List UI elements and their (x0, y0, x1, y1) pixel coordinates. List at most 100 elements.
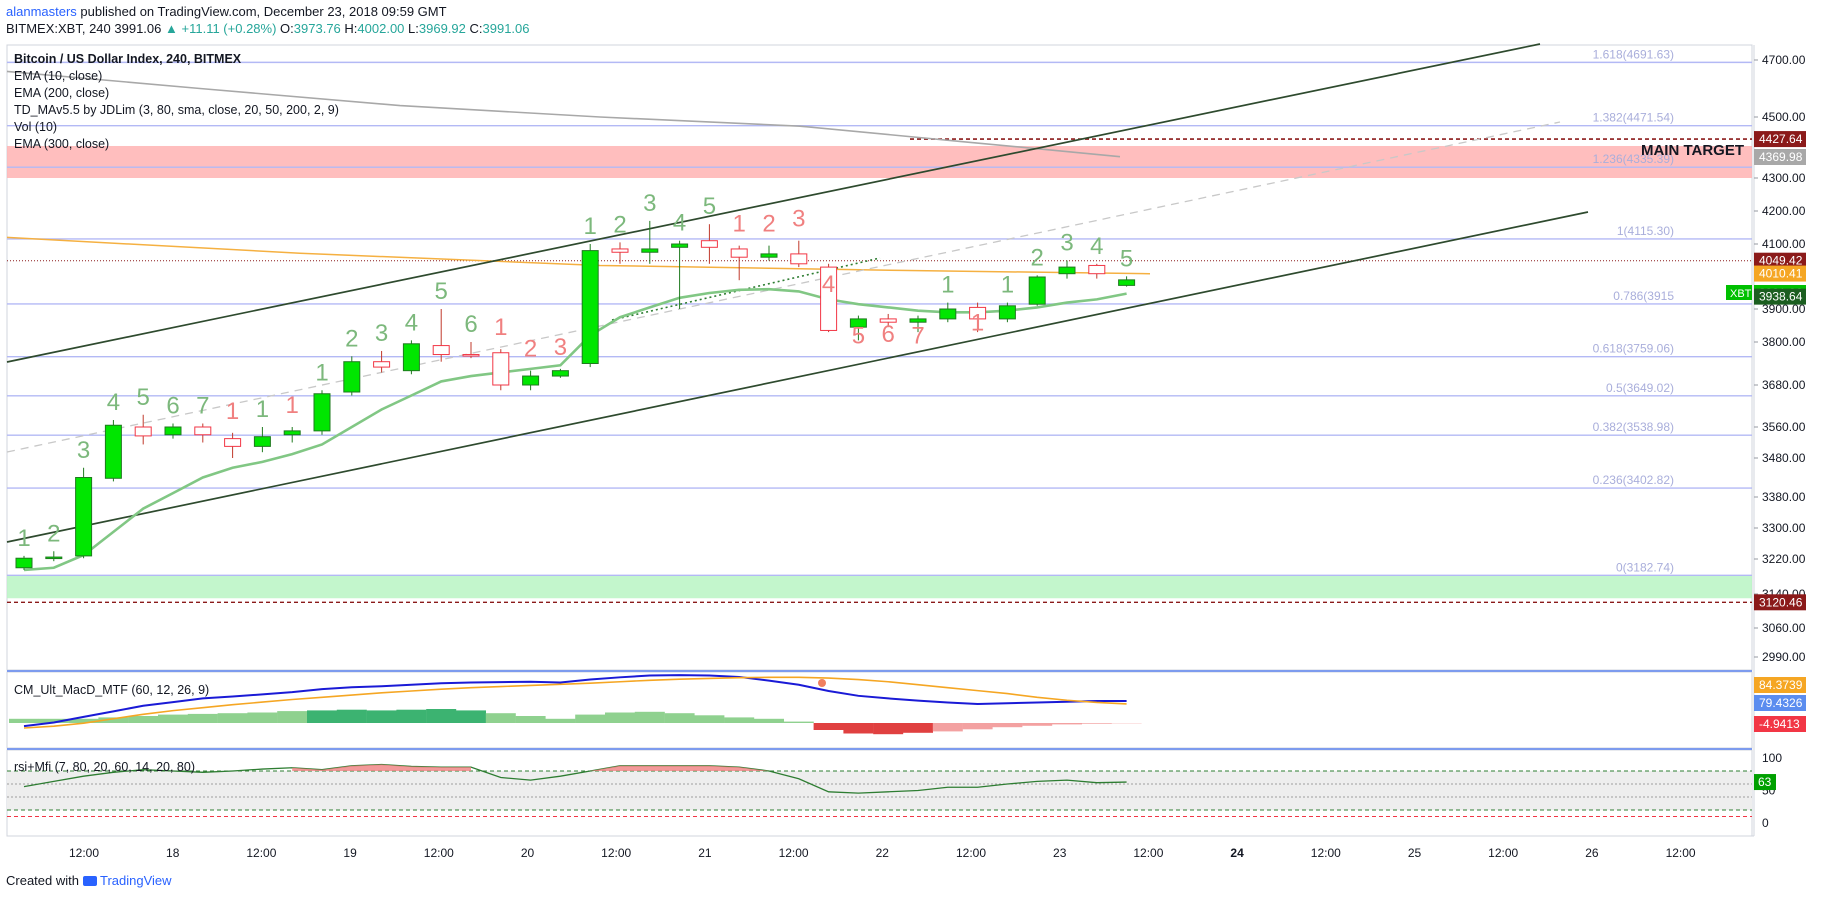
time-tick-label: 12:00 (1311, 846, 1341, 860)
macd-histogram (9, 709, 1142, 735)
price-tick-label: 3060.00 (1762, 621, 1806, 635)
macd-bar (277, 711, 308, 723)
macd-bar (1052, 723, 1082, 725)
price-tag: 4427.64 (1754, 131, 1806, 148)
time-tick-label: 12:00 (601, 846, 631, 860)
macd-bar (98, 717, 129, 723)
td-count-up: 1 (1001, 272, 1014, 299)
macd-bar (962, 723, 993, 730)
candle (790, 240, 808, 268)
ohlc-o-label: O: (280, 21, 294, 36)
td-count-up: 4 (1090, 233, 1103, 260)
ohlc-c: 3991.06 (482, 21, 530, 36)
price-tag-bg (1754, 265, 1806, 282)
candle (343, 356, 361, 396)
time-tick-label: 20 (521, 846, 535, 860)
candle-body (343, 361, 361, 393)
macd-bar (38, 718, 69, 723)
time-tick-label: 12:00 (1666, 846, 1696, 860)
macd-tag-bg (1754, 716, 1806, 732)
td-count-down: 7 (911, 323, 924, 350)
candle-body (313, 393, 331, 432)
candle-body (611, 248, 629, 253)
fib-label: 0.236(3402.82) (1593, 473, 1674, 487)
rsi-tick-label: 0 (1762, 816, 1769, 830)
time-axis: 12:00 18 12:00 19 12:00 20 12:00 21 12:00 22 12:00… (69, 846, 1696, 860)
legend-title: Bitcoin / US Dollar Index, 240, BITMEX (14, 52, 242, 66)
macd-bar (187, 713, 218, 723)
author-link[interactable]: alanmasters (6, 4, 77, 19)
macd-bar (873, 723, 904, 735)
candle-body (75, 477, 93, 557)
time-tick-label: 12:00 (69, 846, 99, 860)
price-tick-label: 4100.00 (1762, 237, 1806, 251)
publish-info: alanmasters published on TradingView.com… (6, 4, 447, 20)
price-tick-label: 3680.00 (1762, 378, 1806, 392)
time-tick-label: 12:00 (1488, 846, 1518, 860)
rsi-tag-label: 63 (1758, 775, 1772, 789)
td-count-up: 1 (17, 525, 30, 552)
tradingview-link[interactable]: TradingView (99, 873, 172, 888)
legend-ema10[interactable]: EMA (10, close) (14, 69, 103, 83)
legend-td[interactable]: TD_MAv5.5 by JDLim (3, 80, sma, close, 2… (14, 103, 339, 117)
rsi-tick-label: 100 (1762, 751, 1782, 765)
price-tag-bg (1754, 131, 1806, 148)
candle-body (760, 253, 778, 258)
td-count-down: 1 (226, 398, 239, 425)
signal-line (23, 676, 1127, 729)
macd-bar (664, 713, 695, 723)
candle (432, 309, 450, 362)
candle (641, 220, 659, 264)
macd-bar (992, 723, 1023, 728)
candles (15, 220, 1136, 570)
candle (194, 423, 212, 443)
time-tick-label: 12:00 (1133, 846, 1163, 860)
td-count-down: 1 (971, 310, 984, 337)
macd-bar (932, 723, 963, 732)
candle (700, 224, 718, 264)
td-count-up: 5 (137, 384, 150, 411)
candle-body (849, 318, 867, 328)
candle (104, 420, 122, 482)
legend-vol[interactable]: Vol (10) (14, 120, 58, 134)
rsi-tag-bg (1754, 774, 1776, 791)
candle-body (790, 253, 808, 265)
legend-ema300[interactable]: EMA (300, close) (14, 137, 110, 151)
td-count-up: 6 (166, 393, 179, 420)
candle (283, 427, 301, 443)
price-tick-label: 3480.00 (1762, 451, 1806, 465)
candle-body (253, 436, 271, 447)
time-tick-label: 25 (1408, 846, 1422, 860)
dotted-trend-line (611, 257, 881, 321)
fib-label: 1(4115.30) (1617, 224, 1674, 238)
candle (492, 349, 510, 391)
legend-ema200[interactable]: EMA (200, close) (14, 86, 110, 100)
price-tag: 4369.98 (1754, 149, 1806, 165)
macd-bar (575, 714, 606, 723)
legend-macd[interactable]: CM_Ult_MacD_MTF (60, 12, 26, 9) (14, 683, 210, 697)
td-count-up: 4 (673, 210, 686, 237)
macd-bar (515, 716, 546, 723)
macd-bar (128, 716, 159, 723)
support-zone (7, 575, 1752, 599)
candle-body (551, 370, 569, 377)
rsi-overbought-fill (292, 764, 471, 771)
macd-bar (1081, 723, 1112, 724)
legend-rsi[interactable]: rsi+Mfi (7, 80, 20, 60, 14, 20, 80) (14, 760, 195, 774)
candle-body (641, 248, 659, 253)
candle (909, 315, 927, 333)
channel-lower-line (6, 211, 1589, 543)
macd-bar (783, 721, 814, 723)
td-count-up: 1 (941, 272, 954, 299)
candle (849, 315, 867, 341)
macd-bar (456, 710, 486, 723)
candle-body (969, 306, 987, 320)
ema300-line (6, 70, 1121, 158)
macd-bar (485, 713, 516, 723)
main-pane (6, 44, 1753, 671)
footer: Created with TradingView (6, 873, 172, 888)
symbol-info: BITMEX:XBT, 240 3991.06 ▲ +11.11 (+0.28%… (6, 21, 530, 37)
price-tag-bg (1754, 288, 1806, 305)
price-tick-label: 3800.00 (1762, 335, 1806, 349)
